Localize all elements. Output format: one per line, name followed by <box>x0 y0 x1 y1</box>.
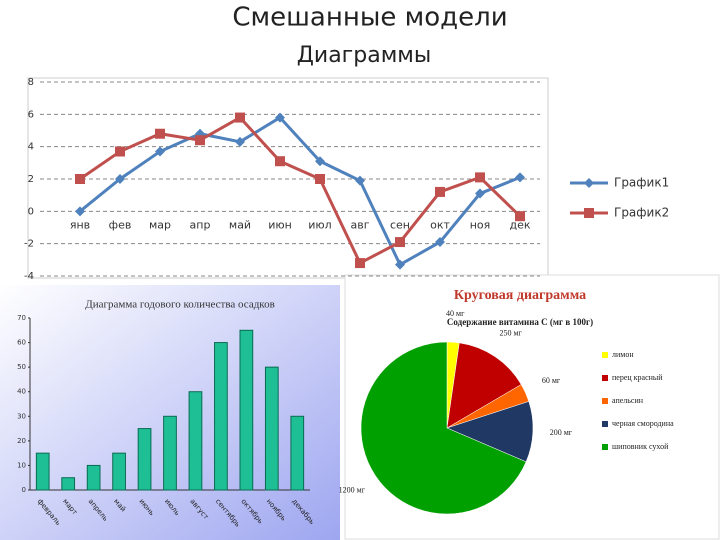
legend-swatch <box>602 375 608 381</box>
y-tick-label: 20 <box>17 437 26 445</box>
point <box>435 186 445 197</box>
legend-label: черная смородина <box>612 419 674 428</box>
slide-subtitle: Диаграммы <box>297 43 432 68</box>
y-tick-label: -4 <box>24 271 34 282</box>
y-tick-label: 40 <box>17 388 26 396</box>
point <box>155 128 165 139</box>
bar <box>290 415 305 491</box>
y-tick-label: -2 <box>24 239 34 250</box>
point <box>475 188 485 199</box>
x-tick-label: апр <box>190 218 211 231</box>
point <box>275 112 285 123</box>
bar <box>137 428 152 491</box>
series-line <box>79 115 522 266</box>
y-tick-label: 4 <box>28 142 34 153</box>
y-tick-label: 0 <box>22 486 26 494</box>
y-tick-label: 70 <box>17 314 26 322</box>
chart-subtitle: Содержание витамина С (мг в 100г) <box>447 317 593 327</box>
legend-label: лимон <box>612 350 634 359</box>
point <box>315 174 325 184</box>
legend-label: шиповник сухой <box>612 442 669 451</box>
x-tick-label: мар <box>149 218 171 231</box>
legend-label: График2 <box>614 206 669 220</box>
chart-title: Диаграмма годового количества осадков <box>85 299 275 311</box>
point <box>235 112 245 123</box>
point <box>435 237 445 248</box>
line-panel <box>27 77 549 279</box>
point <box>395 237 405 248</box>
legend-swatch <box>602 421 608 427</box>
y-tick-label: 2 <box>28 174 34 185</box>
point <box>75 174 85 184</box>
x-tick-label: июн <box>268 218 292 231</box>
data-label: 1200 мг <box>339 486 366 495</box>
x-tick-label: фев <box>109 218 132 231</box>
slide-title: Смешанные модели <box>232 3 507 33</box>
x-tick-label: окт <box>430 218 450 231</box>
x-tick-label: май <box>229 218 251 231</box>
x-tick-label: июл <box>308 218 331 231</box>
legend-swatch <box>602 444 608 450</box>
legend-marker <box>584 208 594 218</box>
data-label: 60 мг <box>542 376 561 385</box>
point <box>355 258 365 269</box>
legend-label: перец красный <box>612 373 663 382</box>
point <box>315 156 325 167</box>
chart-title: Круговая диаграмма <box>454 288 586 303</box>
bar <box>112 452 126 491</box>
bar <box>35 452 50 491</box>
pie-slice <box>360 341 527 515</box>
point <box>115 174 125 184</box>
point <box>515 211 525 222</box>
legend-swatch <box>602 398 608 404</box>
y-tick-label: 8 <box>28 77 34 88</box>
bar <box>163 415 177 491</box>
y-tick-label: 0 <box>28 206 34 217</box>
point <box>275 156 285 167</box>
legend-label: апельсин <box>612 396 644 405</box>
point <box>75 206 85 217</box>
bar <box>188 391 203 491</box>
point <box>155 146 165 157</box>
point <box>355 175 365 186</box>
x-tick-label: янв <box>70 218 90 231</box>
point <box>115 146 125 157</box>
point <box>475 172 485 183</box>
point <box>235 136 245 147</box>
bar <box>214 342 228 491</box>
point <box>515 172 525 183</box>
bar <box>239 329 254 491</box>
legend-swatch <box>602 352 608 358</box>
x-tick-label: сен <box>390 218 410 231</box>
y-tick-label: 30 <box>17 412 26 420</box>
bar <box>264 366 279 491</box>
bar <box>86 464 101 491</box>
point <box>395 259 405 270</box>
y-tick-label: 6 <box>28 109 34 120</box>
series-line <box>79 115 521 267</box>
point <box>195 135 205 146</box>
data-label: 250 мг <box>499 328 522 337</box>
bar-panel <box>0 285 340 540</box>
y-tick-label: 60 <box>17 339 26 347</box>
legend-marker <box>584 178 594 188</box>
x-tick-label: ноя <box>470 218 491 231</box>
x-tick-label: авг <box>350 218 369 231</box>
y-tick-label: 50 <box>17 363 26 371</box>
legend-label: График1 <box>614 176 669 190</box>
x-tick-label: дек <box>509 218 530 231</box>
pie-slice <box>446 342 522 429</box>
data-label: 40 мг <box>446 309 465 318</box>
data-label: 200 мг <box>550 428 573 437</box>
bar <box>61 477 76 491</box>
y-tick-label: 10 <box>17 461 26 469</box>
